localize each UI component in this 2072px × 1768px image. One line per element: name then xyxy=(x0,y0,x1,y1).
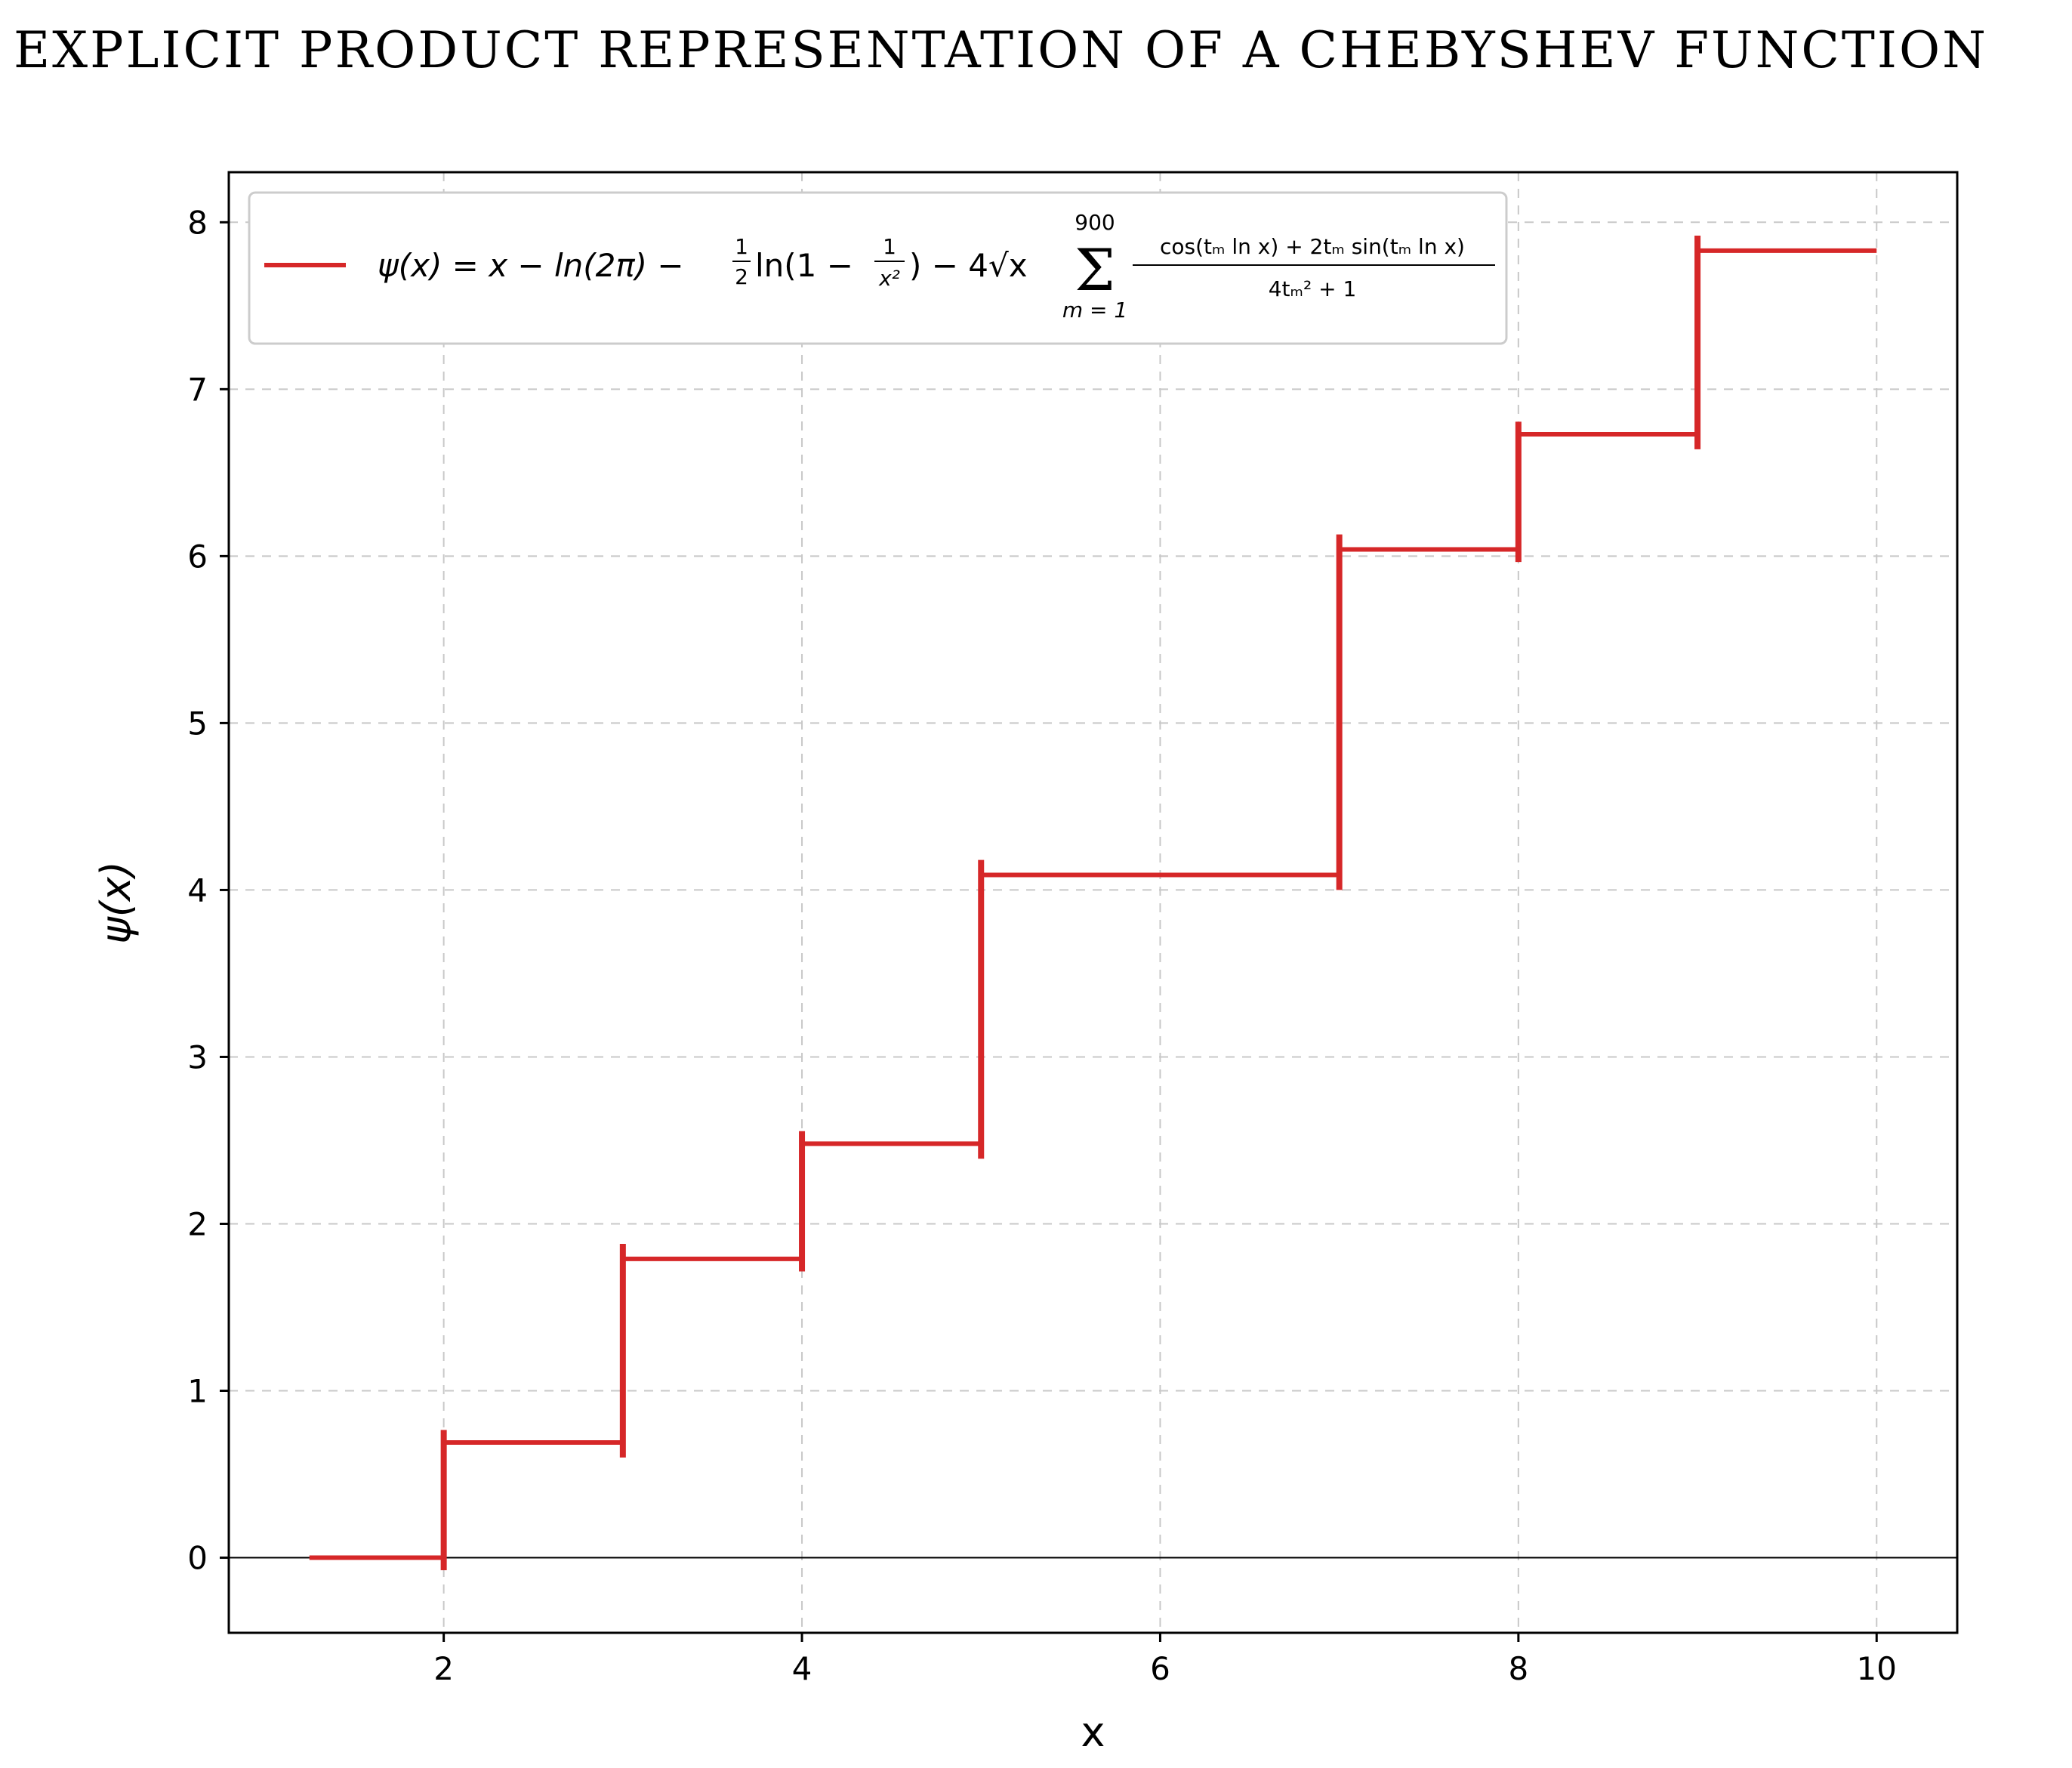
legend-box xyxy=(248,191,1508,345)
legend-inv-den: x² xyxy=(878,266,900,291)
y-tick-label: 3 xyxy=(187,1038,208,1075)
x-tick-label: 2 xyxy=(433,1650,454,1687)
legend-frac-num: cos(tₘ ln x) + 2tₘ sin(tₘ ln x) xyxy=(1160,234,1465,259)
y-tick-label: 8 xyxy=(187,204,208,241)
series-line xyxy=(309,248,1877,1560)
series-layer xyxy=(309,235,1877,1571)
legend-frac-den: 4tₘ² + 1 xyxy=(1269,276,1357,301)
y-axis-label: ψ(x) xyxy=(92,861,140,944)
x-tick-label: 6 xyxy=(1150,1650,1170,1687)
page-header: EXPLICIT PRODUCT REPRESENTATION OF A CHE… xyxy=(14,21,1988,79)
x-tick-label: 4 xyxy=(792,1650,812,1687)
legend-sum-upper: 900 xyxy=(1075,210,1115,235)
legend: ψ(x) = x − ln(2π) − 1 2 ln(1 − 1 x² ) − … xyxy=(248,191,1508,345)
y-tick-label: 1 xyxy=(187,1373,208,1410)
y-tick-label: 5 xyxy=(187,705,208,742)
legend-ln-open: ln(1 − xyxy=(755,247,853,284)
legend-inv-num: 1 xyxy=(883,234,896,259)
x-tick-label: 8 xyxy=(1508,1650,1528,1687)
legend-sum-lower: m = 1 xyxy=(1062,298,1127,322)
legend-lhs: ψ(x) = x − ln(2π) − xyxy=(378,247,684,284)
y-tick-label: 7 xyxy=(187,371,208,408)
y-tick-label: 0 xyxy=(187,1540,208,1577)
tick-layer: 2 4 6 8 10 0 1 2 3 4 5 6 7 8 xyxy=(187,204,1897,1687)
x-tick-label: 10 xyxy=(1857,1650,1897,1687)
y-tick-label: 2 xyxy=(187,1205,208,1242)
x-axis-label: x xyxy=(1081,1708,1105,1756)
y-tick-label: 4 xyxy=(187,872,208,909)
legend-tail: ) − 4√x xyxy=(909,247,1028,284)
legend-sigma: Σ xyxy=(1075,236,1115,304)
legend-half-den: 2 xyxy=(735,264,748,289)
legend-half-num: 1 xyxy=(735,234,748,259)
y-tick-label: 6 xyxy=(187,538,208,575)
plot-frame xyxy=(227,171,1959,1634)
